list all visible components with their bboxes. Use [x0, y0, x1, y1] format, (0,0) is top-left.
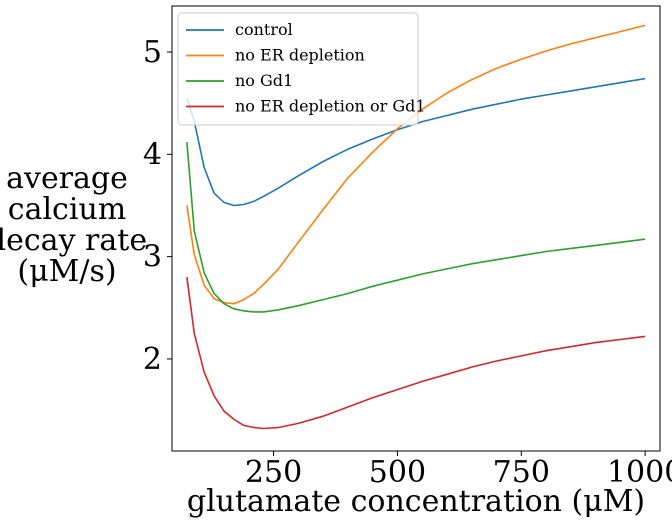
- plot-area: [171, 5, 661, 452]
- y-axis-label-line: (μM/s): [17, 254, 116, 289]
- y-tick-label: 3: [143, 240, 162, 275]
- axes-layer: 250 500 750 1000 2 3 4 5: [143, 35, 672, 490]
- x-axis-label: glutamate concentration (μM): [187, 484, 645, 519]
- legend-label: control: [235, 20, 293, 39]
- x-tick-label: 250: [245, 455, 302, 490]
- y-axis-label: average calcium decay rate (μM/s): [0, 161, 147, 289]
- series-line-2: [186, 142, 646, 313]
- y-axis-label-line: average: [6, 161, 128, 196]
- y-tick-label: 4: [143, 137, 162, 172]
- y-axis-label-line: decay rate: [0, 223, 147, 258]
- y-axis-label-line: calcium: [8, 192, 126, 227]
- legend-label: no Gd1: [235, 71, 293, 90]
- legend-box: [177, 12, 419, 126]
- legend-label: no ER depletion: [235, 46, 365, 65]
- y-tick-label: 5: [143, 35, 162, 70]
- legend-label: no ER depletion or Gd1: [235, 97, 426, 116]
- series-line-0: [186, 77, 646, 207]
- series-layer: [186, 24, 646, 430]
- legend: control no ER depletion no Gd1 no ER deplet…: [177, 12, 426, 126]
- series-line-3: [186, 276, 646, 430]
- x-tick-label: 1000: [607, 455, 672, 490]
- x-tick-label: 750: [493, 455, 550, 490]
- y-tick-label: 2: [143, 342, 162, 377]
- x-tick-label: 500: [369, 455, 426, 490]
- plot-frame: [171, 5, 661, 452]
